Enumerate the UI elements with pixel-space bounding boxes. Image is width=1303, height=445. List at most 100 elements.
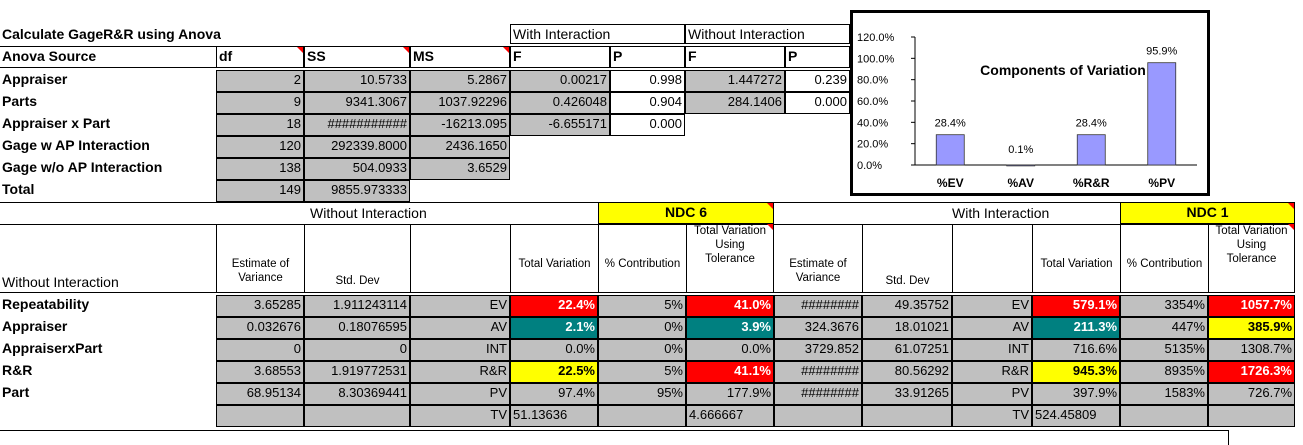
cell-estimate-2[interactable]: 3729.852 xyxy=(774,339,862,361)
cell-stddev[interactable]: 0.18076595 xyxy=(304,317,410,339)
cell-estimate[interactable]: 68.95134 xyxy=(216,383,304,405)
cell-df[interactable]: 2 xyxy=(216,70,304,92)
cell-code[interactable]: R&R xyxy=(410,361,510,383)
anova-row-label: Parts xyxy=(2,93,38,109)
cell-stddev[interactable]: 8.30369441 xyxy=(304,383,410,405)
cell-code[interactable]: INT xyxy=(410,339,510,361)
cell-p[interactable]: 0.904 xyxy=(610,92,685,114)
header-f: F xyxy=(510,46,610,68)
cell-tolerance[interactable]: 177.9% xyxy=(686,383,774,405)
cell-ms[interactable]: 5.2867 xyxy=(410,70,510,92)
cell-pct-contribution-2[interactable]: 1583% xyxy=(1120,383,1208,405)
cell-f[interactable]: 0.00217 xyxy=(510,70,610,92)
components-of-variation-chart[interactable]: 0.0% 20.0% 40.0% 60.0% 80.0% 100.0% 120.0% Com… xyxy=(850,10,1210,196)
bar-pv[interactable] xyxy=(1147,62,1177,166)
cell-pct-contribution[interactable]: 95% xyxy=(598,383,686,405)
cell-code[interactable]: AV xyxy=(410,317,510,339)
cell-total-variation[interactable]: 2.1% xyxy=(510,317,598,339)
cell-total-variation-2[interactable]: 579.1% xyxy=(1032,295,1120,317)
cell-total-variation-2[interactable]: 945.3% xyxy=(1032,361,1120,383)
cell-df[interactable]: 138 xyxy=(216,158,304,180)
cell-f[interactable]: 0.426048 xyxy=(510,92,610,114)
cell-f[interactable]: -6.655171 xyxy=(510,114,610,136)
tv-code[interactable]: TV xyxy=(410,405,510,427)
cell-total-variation-2[interactable]: 716.6% xyxy=(1032,339,1120,361)
tv-value[interactable]: 51.13636 xyxy=(510,405,598,427)
cell-df[interactable]: 18 xyxy=(216,114,304,136)
cell-code-2[interactable]: PV xyxy=(952,383,1032,405)
bar-av[interactable] xyxy=(1006,164,1036,167)
bottom-line xyxy=(0,430,1228,431)
cell-df[interactable]: 9 xyxy=(216,92,304,114)
tv-value-2[interactable]: 524.45809 xyxy=(1032,405,1120,427)
cell-code[interactable]: EV xyxy=(410,295,510,317)
cell-code-2[interactable]: AV xyxy=(952,317,1032,339)
cell-stddev[interactable]: 1.911243114 xyxy=(304,295,410,317)
cell-tolerance[interactable]: 0.0% xyxy=(686,339,774,361)
cell-ms[interactable]: 3.6529 xyxy=(410,158,510,180)
cell-tolerance-2[interactable]: 726.7% xyxy=(1208,383,1295,405)
tv-tolerance[interactable]: 4.666667 xyxy=(686,405,774,427)
cell-p[interactable]: 0.000 xyxy=(610,114,685,136)
cell-estimate-2[interactable]: ######## xyxy=(774,295,862,317)
cell-estimate-2[interactable]: 324.3676 xyxy=(774,317,862,339)
cell-pct-contribution[interactable]: 5% xyxy=(598,295,686,317)
cell-estimate[interactable]: 0 xyxy=(216,339,304,361)
cell-tolerance-2[interactable]: 1057.7% xyxy=(1208,295,1295,317)
cell-ss[interactable]: 9855.973333 xyxy=(304,180,410,202)
tv-code-2[interactable]: TV xyxy=(952,405,1032,427)
cell-stddev-2[interactable]: 18.01021 xyxy=(862,317,952,339)
bar-ev[interactable] xyxy=(935,134,965,166)
cell-tolerance[interactable]: 41.0% xyxy=(686,295,774,317)
cell-ss[interactable]: 292339.8000 xyxy=(304,136,410,158)
cell-ss[interactable]: 504.0933 xyxy=(304,158,410,180)
cell-stddev[interactable]: 0 xyxy=(304,339,410,361)
cell-estimate[interactable]: 3.68553 xyxy=(216,361,304,383)
cell-code-2[interactable]: R&R xyxy=(952,361,1032,383)
cell-f2[interactable]: 1.447272 xyxy=(685,70,785,92)
cell-code-2[interactable]: EV xyxy=(952,295,1032,317)
cell-pct-contribution-2[interactable]: 8935% xyxy=(1120,361,1208,383)
cell-pct-contribution[interactable]: 5% xyxy=(598,361,686,383)
cell-estimate[interactable]: 0.032676 xyxy=(216,317,304,339)
cell-total-variation[interactable]: 97.4% xyxy=(510,383,598,405)
cell-ss[interactable]: ########### xyxy=(304,114,410,136)
cell-estimate-2[interactable]: ######## xyxy=(774,361,862,383)
cell-ss[interactable]: 10.5733 xyxy=(304,70,410,92)
cell-tolerance[interactable]: 3.9% xyxy=(686,317,774,339)
cell-stddev[interactable]: 1.919772531 xyxy=(304,361,410,383)
cell-stddev-2[interactable]: 80.56292 xyxy=(862,361,952,383)
cell-total-variation[interactable]: 22.4% xyxy=(510,295,598,317)
bar-rr[interactable] xyxy=(1076,134,1106,166)
cell-total-variation[interactable]: 22.5% xyxy=(510,361,598,383)
cell-pct-contribution[interactable]: 0% xyxy=(598,317,686,339)
cell-tolerance[interactable]: 41.1% xyxy=(686,361,774,383)
cell-pct-contribution[interactable]: 0% xyxy=(598,339,686,361)
cell-pct-contribution-2[interactable]: 3354% xyxy=(1120,295,1208,317)
cell-pct-contribution-2[interactable]: 5135% xyxy=(1120,339,1208,361)
cell-stddev-2[interactable]: 49.35752 xyxy=(862,295,952,317)
cell-total-variation-2[interactable]: 211.3% xyxy=(1032,317,1120,339)
cell-tolerance-2[interactable]: 1726.3% xyxy=(1208,361,1295,383)
cell-estimate-2[interactable]: ######## xyxy=(774,383,862,405)
cell-code[interactable]: PV xyxy=(410,383,510,405)
cell-f2[interactable]: 284.1406 xyxy=(685,92,785,114)
cell-total-variation[interactable]: 0.0% xyxy=(510,339,598,361)
cell-estimate[interactable]: 3.65285 xyxy=(216,295,304,317)
cell-ms[interactable]: 1037.92296 xyxy=(410,92,510,114)
cell-tolerance-2[interactable]: 385.9% xyxy=(1208,317,1295,339)
cell-pct-contribution-2[interactable]: 447% xyxy=(1120,317,1208,339)
cell-tolerance-2[interactable]: 1308.7% xyxy=(1208,339,1295,361)
cell-p[interactable]: 0.998 xyxy=(610,70,685,92)
cell-ss[interactable]: 9341.3067 xyxy=(304,92,410,114)
cell-code-2[interactable]: INT xyxy=(952,339,1032,361)
cell-p2[interactable]: 0.000 xyxy=(785,92,850,114)
cell-stddev-2[interactable]: 61.07251 xyxy=(862,339,952,361)
cell-p2[interactable]: 0.239 xyxy=(785,70,850,92)
cell-df[interactable]: 120 xyxy=(216,136,304,158)
cell-stddev-2[interactable]: 33.91265 xyxy=(862,383,952,405)
cell-df[interactable]: 149 xyxy=(216,180,304,202)
cell-ms[interactable]: 2436.1650 xyxy=(410,136,510,158)
cell-total-variation-2[interactable]: 397.9% xyxy=(1032,383,1120,405)
cell-ms[interactable]: -16213.095 xyxy=(410,114,510,136)
